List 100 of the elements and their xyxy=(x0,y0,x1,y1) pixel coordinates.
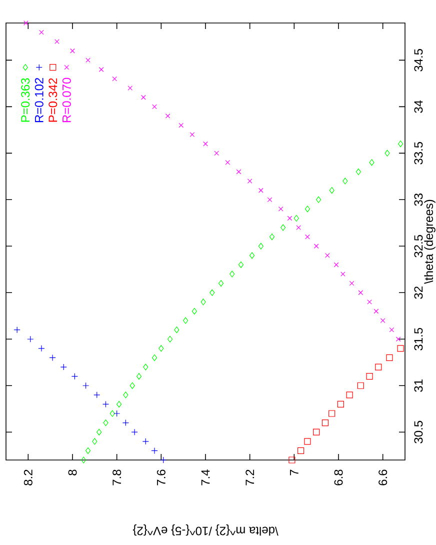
x-tick-label: 7 xyxy=(290,470,298,476)
point xyxy=(98,67,104,72)
point xyxy=(122,420,129,426)
point xyxy=(86,58,90,63)
point xyxy=(305,234,310,240)
y-tick-label: 32 xyxy=(414,286,423,299)
y-tick-label: 31 xyxy=(414,380,423,392)
point xyxy=(258,242,264,250)
point xyxy=(397,345,404,352)
point xyxy=(178,122,184,128)
point xyxy=(49,354,56,362)
point xyxy=(396,336,401,342)
point xyxy=(112,76,118,82)
legend-label: R=0.102 xyxy=(34,78,44,122)
point xyxy=(316,196,322,203)
point xyxy=(356,168,361,176)
point xyxy=(70,48,75,54)
y-tick-label: 34.5 xyxy=(414,49,423,72)
point xyxy=(114,410,120,417)
point xyxy=(337,400,344,408)
point xyxy=(280,224,286,231)
point xyxy=(294,214,299,222)
point xyxy=(386,354,393,362)
point xyxy=(375,364,382,370)
point xyxy=(210,289,215,296)
y-tick-label: 33.5 xyxy=(414,142,423,164)
point xyxy=(218,280,224,287)
point xyxy=(130,382,135,389)
x-tick-label: 6.6 xyxy=(378,470,388,486)
point xyxy=(304,206,310,212)
point xyxy=(374,308,379,314)
y-tick-label: 32.5 xyxy=(414,234,423,258)
point xyxy=(238,261,244,268)
point xyxy=(367,300,372,304)
point xyxy=(38,345,45,352)
point xyxy=(358,290,364,296)
point xyxy=(60,364,67,370)
point xyxy=(131,428,138,436)
point xyxy=(230,270,235,278)
point xyxy=(81,456,86,464)
point xyxy=(54,39,60,44)
point xyxy=(384,150,390,156)
point xyxy=(334,262,339,268)
x-tick-label: 7.4 xyxy=(201,470,210,486)
point xyxy=(102,400,110,408)
point xyxy=(340,272,346,276)
y-tick-label: 33 xyxy=(414,194,423,206)
point xyxy=(143,364,148,370)
y-tick-label: 34 xyxy=(414,100,423,113)
point xyxy=(71,373,78,380)
point xyxy=(346,392,353,398)
point xyxy=(160,456,167,464)
point xyxy=(24,20,28,26)
point xyxy=(123,392,128,398)
point xyxy=(165,114,170,118)
point xyxy=(398,140,404,148)
point xyxy=(357,382,364,389)
point xyxy=(314,244,319,249)
y-axis-title: \theta (degrees) xyxy=(424,200,436,284)
x-tick-label: 7.8 xyxy=(112,470,122,486)
point xyxy=(39,30,44,35)
point xyxy=(142,438,149,445)
point xyxy=(214,150,220,156)
point xyxy=(366,373,373,380)
point xyxy=(322,420,328,426)
point xyxy=(92,438,98,445)
x-axis-title: \delta m^{2} /10^{-5} eV^{2} xyxy=(132,524,278,536)
point xyxy=(269,234,275,240)
point xyxy=(158,345,164,352)
point xyxy=(313,428,320,436)
point xyxy=(192,308,197,315)
point xyxy=(329,187,334,194)
point xyxy=(103,420,108,426)
legend-label: R=0.070 xyxy=(62,78,71,122)
point xyxy=(380,318,386,323)
point xyxy=(267,197,272,202)
y-tick-label: 30.5 xyxy=(414,420,423,444)
point xyxy=(278,206,284,212)
point xyxy=(249,252,255,259)
point xyxy=(128,86,133,91)
point xyxy=(152,104,157,110)
point xyxy=(324,253,330,258)
legend-label: P=0.342 xyxy=(48,78,58,122)
point xyxy=(349,280,354,286)
point xyxy=(85,447,91,454)
y-tick-label: 31.5 xyxy=(414,328,423,350)
point xyxy=(116,400,122,408)
point xyxy=(136,373,142,380)
point xyxy=(152,354,158,362)
point xyxy=(94,392,100,398)
point xyxy=(298,447,304,454)
point xyxy=(296,225,302,230)
point xyxy=(342,178,348,184)
point xyxy=(141,94,146,100)
point xyxy=(27,336,34,342)
point xyxy=(236,169,242,174)
point xyxy=(190,132,195,137)
x-tick-label: 7.6 xyxy=(156,470,166,486)
point xyxy=(304,438,311,445)
point xyxy=(96,428,102,436)
